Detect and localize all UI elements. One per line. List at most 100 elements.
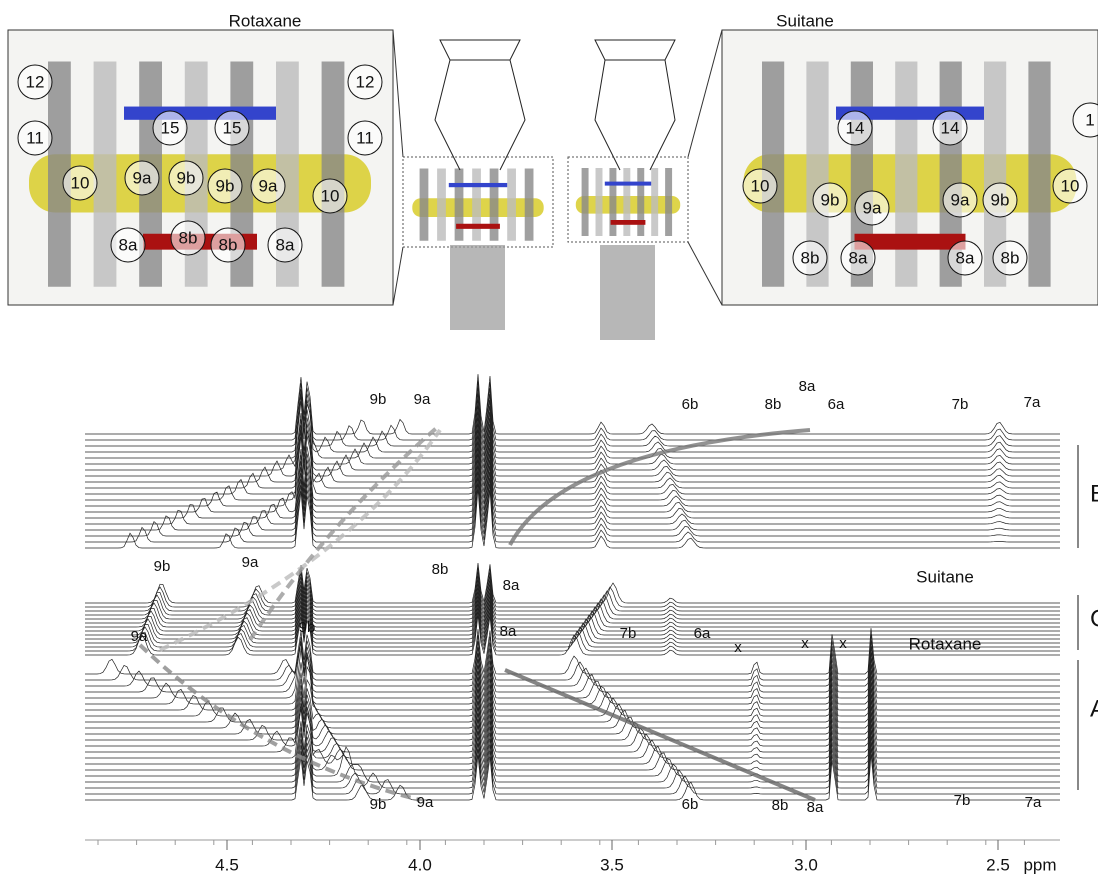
zoom-line	[392, 29, 404, 158]
spectrum-trace	[85, 570, 1060, 612]
atom-label-circle	[17, 120, 53, 156]
panel-title: Rotaxane	[229, 11, 302, 30]
atom-label-circle	[992, 240, 1028, 276]
section-label: B	[1090, 480, 1098, 507]
spectrum-trace	[85, 386, 1060, 447]
atom-label: 14	[941, 118, 960, 137]
molecule	[48, 61, 71, 287]
atom-label-circle	[347, 64, 383, 100]
atom-label: 8a	[276, 235, 295, 254]
atom-label-circle	[152, 110, 188, 146]
atom-label: 8a	[119, 235, 138, 254]
peak-label: 8a	[799, 378, 816, 395]
molecule	[609, 168, 617, 236]
atom-label: 11	[356, 128, 374, 147]
peak-label: 8a	[807, 799, 824, 816]
molecule	[854, 233, 966, 250]
atom-label: 9a	[259, 176, 278, 195]
peak-label: 9b	[370, 391, 387, 408]
molecule	[623, 168, 631, 236]
spectrum-trace	[85, 422, 1060, 483]
atom-label-circle	[812, 182, 848, 218]
spectrum-trace	[85, 648, 1060, 705]
atom-label-circle	[207, 168, 243, 204]
peak-label: 9b	[370, 796, 387, 813]
molecule	[524, 168, 534, 241]
spectrum-trace	[85, 380, 1060, 441]
spectrum-trace	[85, 566, 1060, 608]
atom-label-circle	[17, 64, 53, 100]
molecule	[806, 61, 829, 287]
spectrum-trace	[85, 430, 1060, 495]
schematic	[594, 39, 676, 171]
axis-unit: ppm	[1023, 855, 1056, 874]
atom-label-circle	[1052, 168, 1088, 204]
zoom-line	[687, 29, 723, 158]
peak-label: 9a	[131, 628, 148, 645]
molecule	[472, 168, 481, 241]
molecule	[895, 61, 918, 287]
guide-curve	[138, 643, 421, 802]
atom-label: 9b	[216, 176, 235, 195]
spectrum-trace	[85, 724, 1060, 771]
spectrum-trace	[85, 730, 1060, 777]
spectrum-trace	[85, 606, 1060, 648]
spectrum-trace	[85, 482, 1060, 543]
spectrum-trace	[85, 410, 1060, 471]
atom-label-circle	[124, 160, 160, 196]
atom-label-circle	[1072, 102, 1098, 138]
spectrum-trace	[85, 640, 1060, 687]
atom-label: 15	[223, 118, 242, 137]
spectrum-trace	[85, 706, 1060, 753]
atom-label-circle	[312, 178, 348, 214]
molecule	[637, 168, 645, 236]
spectrum-trace	[85, 586, 1060, 628]
peak-label: 7a	[1024, 394, 1041, 411]
peak-label: 9b	[299, 619, 316, 636]
spectrum-trace	[85, 718, 1060, 765]
peak-label: 8a	[503, 577, 520, 594]
section-label: A	[1090, 695, 1098, 722]
molecule	[507, 168, 516, 241]
x-tick-label: 4.5	[215, 855, 239, 874]
spectrum-trace	[85, 754, 1060, 801]
spectrum-trace	[85, 416, 1060, 477]
molecule	[665, 168, 673, 236]
molecule	[456, 223, 500, 229]
spectrum-trace	[85, 574, 1060, 616]
peak-label: 6b	[682, 396, 699, 413]
guide-curve	[508, 428, 811, 546]
molecule	[600, 245, 655, 340]
zoom-box	[567, 156, 689, 243]
spectrum-trace	[85, 470, 1060, 531]
atom-label: 8a	[849, 248, 868, 267]
spectrum-trace	[85, 428, 1060, 501]
sample-label: Rotaxane	[909, 634, 982, 653]
molecule	[610, 220, 646, 225]
atom-label: 10	[321, 186, 340, 205]
molecule	[124, 106, 276, 120]
spectrum-trace	[85, 665, 1060, 717]
molecule	[1028, 61, 1051, 287]
peak-label: 8a	[500, 623, 517, 640]
atom-label: 12	[26, 72, 45, 91]
atom-label: 8b	[801, 248, 820, 267]
peak-label: 7b	[954, 792, 971, 809]
atom-label-circle	[982, 182, 1018, 218]
peak-label: 6a	[694, 625, 711, 642]
atom-label-circle	[62, 165, 98, 201]
atom-label: 9b	[177, 168, 196, 187]
atom-label: 14	[846, 118, 865, 137]
spectrum-trace	[85, 700, 1060, 747]
spectrum-trace	[85, 628, 1060, 675]
spectrum-trace	[85, 688, 1060, 735]
zoom-line	[392, 246, 404, 306]
atom-label: 1	[1085, 110, 1094, 129]
atom-label: 8b	[1001, 248, 1020, 267]
molecule	[93, 61, 117, 287]
atom-label-circle	[214, 110, 250, 146]
peak-label: 8b	[765, 396, 782, 413]
spectrum-trace	[85, 458, 1060, 519]
spectrum-trace	[85, 694, 1060, 741]
peak-label: x	[734, 639, 742, 656]
